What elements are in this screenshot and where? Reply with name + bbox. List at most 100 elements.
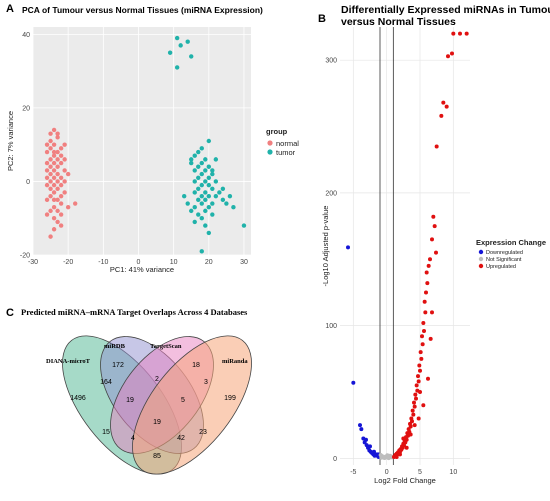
volcano-point-not-significant bbox=[378, 453, 383, 458]
pca-point-normal bbox=[58, 153, 64, 158]
venn-count: 3 bbox=[204, 379, 208, 386]
pca-point-tumor bbox=[196, 197, 201, 203]
volcano-legend: Expression Change Downregulated Not Sign… bbox=[476, 238, 546, 270]
pca-point-tumor bbox=[203, 223, 208, 228]
volcano-y-tick: 200 bbox=[325, 190, 337, 197]
volcano-title-line-2: versus Normal Tissues bbox=[341, 16, 456, 28]
panel-b-letter: B bbox=[318, 13, 326, 25]
pca-point-tumor bbox=[224, 201, 229, 206]
pca-point-normal bbox=[62, 168, 67, 173]
panel-c-letter: C bbox=[6, 307, 14, 319]
volcano-point-not-significant bbox=[382, 455, 387, 460]
pca-point-normal bbox=[48, 157, 53, 162]
pca-point-normal bbox=[48, 171, 53, 177]
pca-point-normal bbox=[48, 179, 53, 184]
pca-point-tumor bbox=[199, 182, 204, 188]
volcano-point-upregulated bbox=[419, 356, 424, 361]
venn-count: 19 bbox=[126, 397, 134, 404]
pca-point-tumor bbox=[203, 157, 208, 162]
pca-y-tick: 20 bbox=[22, 105, 30, 112]
pca-point-normal bbox=[51, 216, 57, 221]
pca-point-normal bbox=[51, 182, 57, 188]
pca-x-tick: 0 bbox=[137, 259, 141, 266]
volcano-point-downregulated bbox=[359, 427, 364, 432]
pca-point-normal bbox=[44, 182, 50, 188]
pca-point-tumor bbox=[206, 182, 212, 188]
pca-point-normal bbox=[58, 175, 64, 180]
volcano-point-downregulated bbox=[346, 245, 350, 250]
volcano-y-axis-label: -Log10 Adjusted p-value bbox=[321, 206, 330, 287]
pca-point-tumor bbox=[199, 146, 204, 151]
volcano-point-downregulated bbox=[368, 444, 372, 449]
pca-title: PCA of Tumour versus Normal Tissues (miR… bbox=[22, 5, 263, 15]
volcano-point-upregulated bbox=[434, 144, 439, 149]
pca-x-tick: -20 bbox=[63, 259, 73, 266]
volcano-point-upregulated bbox=[410, 408, 415, 413]
pca-point-normal bbox=[58, 201, 64, 206]
volcano-points bbox=[346, 31, 469, 461]
pca-point-normal bbox=[62, 157, 67, 162]
pca-point-tumor bbox=[227, 193, 233, 199]
pca-x-tick-labels: -30 -20 -10 0 10 20 30 bbox=[28, 259, 248, 266]
volcano-point-upregulated bbox=[412, 404, 417, 409]
pca-point-tumor bbox=[192, 168, 197, 173]
pca-legend-title: group bbox=[266, 127, 288, 136]
pca-legend: group normal tumor bbox=[266, 127, 299, 157]
venn-set-miranda bbox=[132, 335, 252, 475]
pca-point-tumor bbox=[206, 204, 212, 210]
volcano-y-tick: 0 bbox=[333, 456, 337, 463]
pca-point-normal bbox=[55, 135, 60, 140]
pca-point-tumor bbox=[189, 54, 194, 59]
pca-point-tumor bbox=[206, 138, 212, 144]
venn-count: 85 bbox=[153, 453, 161, 460]
pca-point-normal bbox=[62, 179, 67, 184]
pca-point-tumor bbox=[185, 201, 190, 206]
volcano-point-upregulated bbox=[450, 51, 454, 56]
pca-point-normal bbox=[58, 212, 64, 217]
venn-count: 172 bbox=[112, 362, 124, 369]
volcano-point-upregulated bbox=[413, 392, 418, 397]
venn-count: 19 bbox=[153, 419, 161, 426]
venn-title: Predicted miRNA–mRNA Target Overlaps Acr… bbox=[21, 307, 248, 317]
pca-point-tumor bbox=[196, 149, 201, 155]
pca-plot-panel bbox=[33, 27, 251, 255]
pca-point-tumor bbox=[210, 201, 215, 206]
volcano-x-tick: 10 bbox=[449, 469, 457, 476]
pca-point-tumor bbox=[199, 193, 204, 199]
pca-point-normal bbox=[48, 186, 53, 192]
pca-point-normal bbox=[48, 208, 53, 214]
pca-point-tumor bbox=[213, 179, 219, 184]
volcano-point-upregulated bbox=[422, 299, 427, 304]
pca-point-normal bbox=[44, 149, 50, 155]
pca-point-tumor bbox=[192, 219, 197, 225]
volcano-gridlines bbox=[340, 27, 470, 465]
pca-point-tumor bbox=[220, 197, 226, 203]
pca-point-tumor bbox=[189, 157, 194, 162]
pca-point-normal bbox=[65, 171, 71, 177]
volcano-point-upregulated bbox=[414, 396, 418, 401]
volcano-y-tick-labels: 0 100 200 300 bbox=[325, 58, 337, 463]
pca-point-tumor bbox=[192, 204, 197, 210]
pca-point-normal bbox=[55, 197, 60, 203]
volcano-point-upregulated bbox=[424, 290, 428, 295]
venn-count: 2 bbox=[155, 376, 159, 383]
pca-point-tumor bbox=[213, 193, 219, 199]
pca-point-tumor bbox=[206, 164, 212, 169]
pca-point-normal bbox=[48, 146, 53, 151]
pca-point-tumor bbox=[192, 153, 197, 158]
volcano-legend-title: Expression Change bbox=[476, 238, 546, 247]
volcano-legend-marker-up bbox=[478, 263, 484, 269]
volcano-point-upregulated bbox=[439, 113, 444, 118]
pca-point-tumor bbox=[192, 190, 197, 195]
volcano-x-axis-label: Log2 Fold Change bbox=[374, 476, 436, 485]
pca-point-tumor bbox=[199, 249, 204, 254]
volcano-point-upregulated bbox=[426, 263, 431, 268]
pca-point-normal bbox=[51, 227, 57, 232]
volcano-point-upregulated bbox=[420, 334, 424, 339]
volcano-point-upregulated bbox=[451, 31, 456, 36]
volcano-point-upregulated bbox=[425, 281, 430, 286]
volcano-point-upregulated bbox=[458, 31, 462, 36]
venn-label-miranda: miRanda bbox=[222, 358, 248, 365]
venn-count: 5 bbox=[181, 397, 185, 404]
